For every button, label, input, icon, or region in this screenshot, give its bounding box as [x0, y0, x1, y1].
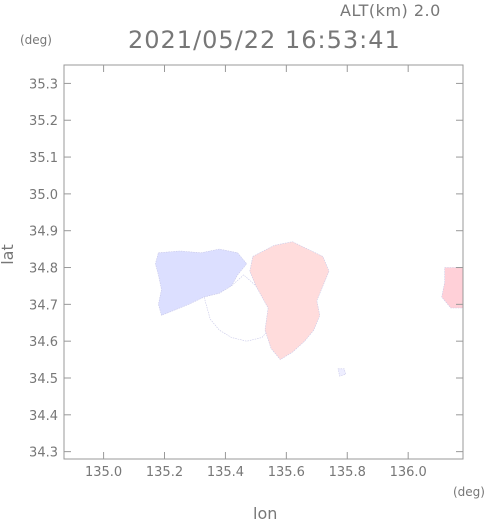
plot-frame	[63, 64, 464, 460]
x-axis-label: lon	[253, 504, 278, 523]
y-tick-label: 34.5	[29, 372, 58, 387]
echo-region-red-echo	[249, 241, 330, 360]
altitude-label: ALT(km) 2.0	[340, 1, 441, 20]
y-axis-ticks: 34.3 34.4 34.5 34.6 34.7 34.8 34.9 35.0 35.1 35.2…	[29, 77, 463, 461]
y-tick-label: 35.1	[29, 151, 58, 166]
y-tick-label: 34.4	[29, 409, 58, 424]
y-tick-label: 34.9	[29, 225, 58, 240]
lon-unit-label: (deg)	[453, 485, 485, 499]
lat-unit-label: (deg)	[20, 33, 52, 47]
echo-region-small-echo	[337, 368, 347, 377]
x-tick-label: 135.6	[268, 465, 305, 480]
x-axis-ticks: 135.0 135.2 135.4 135.6 135.8 136.0	[85, 65, 427, 480]
y-tick-label: 34.6	[29, 335, 58, 350]
y-tick-label: 35.0	[29, 188, 58, 203]
x-tick-label: 135.4	[207, 465, 244, 480]
y-tick-label: 34.3	[29, 446, 58, 461]
echo-region-white-echo	[203, 274, 272, 342]
x-tick-label: 136.0	[390, 465, 427, 480]
y-tick-label: 34.8	[29, 262, 58, 277]
y-tick-label: 34.7	[29, 298, 58, 313]
echo-region-red-echo-east-edge	[441, 267, 464, 309]
y-tick-label: 35.3	[29, 77, 58, 92]
x-tick-label: 135.0	[85, 465, 122, 480]
echo-regions	[155, 241, 464, 377]
x-tick-label: 135.2	[146, 465, 183, 480]
timestamp-title: 2021/05/22 16:53:41	[128, 26, 401, 54]
y-tick-label: 35.2	[29, 114, 58, 129]
x-tick-label: 135.8	[329, 465, 366, 480]
